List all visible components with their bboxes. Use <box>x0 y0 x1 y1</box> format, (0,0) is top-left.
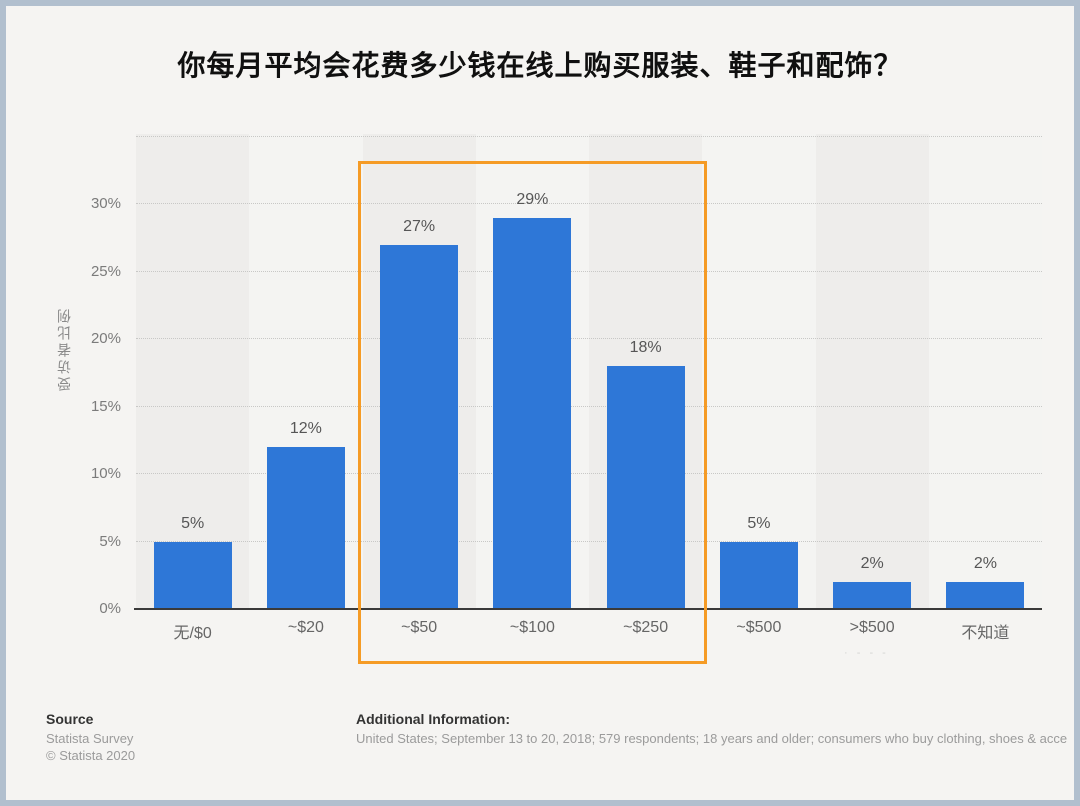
gridline-20pct <box>136 338 1042 339</box>
gridline-15pct <box>136 405 1042 407</box>
gridline-35pct <box>136 135 1042 137</box>
x-axis-label: ~$20 <box>287 619 324 636</box>
y-tick-label: 30% <box>90 195 121 212</box>
y-tick-label: 5% <box>99 532 121 550</box>
additional-info-label: Additional Information: <box>356 711 510 727</box>
additional-info-text: United States; September 13 to 20, 2018;… <box>356 731 1068 746</box>
y-tick-label: 15% <box>90 397 121 415</box>
bar-value-label: 5% <box>181 514 205 532</box>
y-axis-ticks: 0% 5% 10% 15% 20% 25% 30% <box>46 134 121 617</box>
plot-band: 18% <box>589 134 703 609</box>
x-axis-label: ~$100 <box>509 619 555 636</box>
plot-area: 5% 12% 27% 29% 18% 5% 2% 2% <box>136 134 1042 609</box>
bar <box>833 582 912 609</box>
plot-band: 2% <box>815 134 929 609</box>
plot-band: 5% <box>136 134 250 609</box>
y-tick-label: 10% <box>90 465 121 482</box>
gridline-10pct <box>136 473 1042 474</box>
source-label: Source <box>46 711 94 727</box>
x-axis-label: 无/$0 <box>173 625 212 642</box>
x-axis-line <box>134 608 1042 610</box>
x-axis-labels: 无/$0 ~$20 ~$50 ~$100 ~$250 ~$500 >$500 不知道 <box>136 619 1042 643</box>
source-name: Statista Survey <box>46 731 134 746</box>
bar <box>493 217 572 609</box>
plot-band: 2% <box>928 134 1042 609</box>
chart-title: 你每月平均会花费多少钱在线上购买服装、鞋子和配饰？ <box>177 50 903 81</box>
plot-band: 5% <box>702 134 816 609</box>
plot-band: 29% <box>475 134 589 609</box>
bar-value-label: 2% <box>860 555 884 572</box>
x-axis-label: ~$250 <box>623 619 669 636</box>
plot-band: 27% <box>362 134 476 609</box>
bar-value-label: 2% <box>973 555 997 572</box>
bar <box>380 244 459 609</box>
faint-artifact: · - - - <box>844 647 889 659</box>
x-axis-label: ~$50 <box>401 619 438 636</box>
x-axis-label: >$500 <box>849 619 895 636</box>
x-axis-label: 不知道 <box>961 625 1010 642</box>
bar <box>606 366 685 609</box>
bar <box>946 582 1025 609</box>
source-block: Source Statista Survey © Statista 2020 <box>46 711 135 764</box>
gridline-5pct <box>136 540 1042 542</box>
bar-value-label: 18% <box>629 339 662 356</box>
copyright-text: © Statista 2020 <box>46 748 136 763</box>
bar <box>719 541 798 609</box>
bar <box>153 541 232 609</box>
bar-value-label: 27% <box>403 217 436 235</box>
bar <box>266 447 345 609</box>
bar-value-label: 5% <box>747 514 771 532</box>
gridline-25pct <box>136 270 1042 272</box>
bar-value-label: 12% <box>289 420 322 437</box>
y-tick-label: 25% <box>90 262 121 280</box>
bar-value-label: 29% <box>516 190 549 208</box>
x-axis-label: ~$500 <box>736 619 782 636</box>
plot-band: 12% <box>249 134 363 609</box>
additional-info-block: Additional Information: United States; S… <box>356 711 1074 747</box>
y-tick-label: 20% <box>90 330 121 347</box>
y-tick-label: 0% <box>99 600 121 617</box>
gridline-30pct <box>136 203 1042 204</box>
